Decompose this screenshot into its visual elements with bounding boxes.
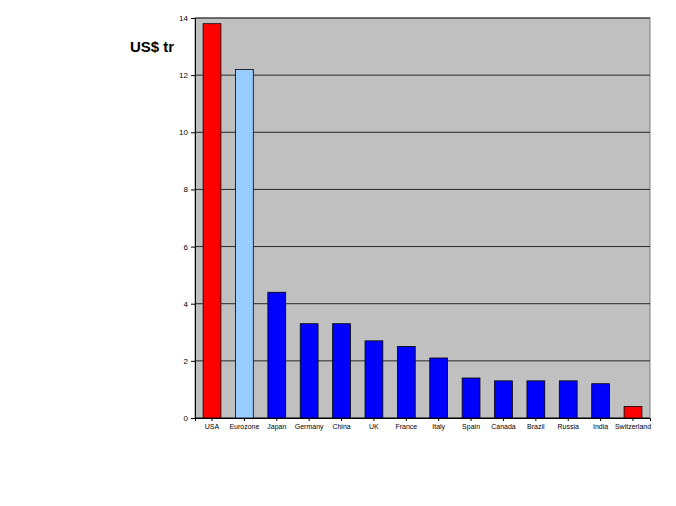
x-tick: Canada: [491, 418, 516, 430]
bar: [203, 24, 221, 418]
y-tick: 10: [179, 128, 195, 137]
bar: [527, 381, 545, 418]
y-tick: 6: [184, 243, 195, 252]
x-tick-mark: [632, 418, 633, 421]
grid-line: [195, 189, 650, 190]
y-axis: 0 2 4 6 8 10 12 14: [179, 14, 195, 423]
x-tick: Germany: [295, 418, 324, 431]
y-tick: 14: [179, 14, 195, 23]
bar: [268, 292, 286, 418]
y-tick: 2: [184, 357, 195, 366]
x-tick-mark: [212, 418, 213, 421]
y-tick-mark: [191, 132, 195, 133]
bar: [333, 324, 351, 418]
x-tick-label: Italy: [432, 423, 445, 431]
x-tick-mark: [309, 418, 310, 421]
x-tick-mark: [503, 418, 504, 421]
x-tick-mark: [535, 418, 536, 421]
x-tick-mark: [373, 418, 374, 421]
x-axis: USA Eurozone Japan Germany China UK France Ital…: [196, 418, 652, 431]
x-tick-label: Japan: [267, 423, 286, 431]
bar: [365, 341, 383, 418]
x-tick: UK: [369, 418, 379, 430]
y-tick-mark: [191, 304, 195, 305]
x-tick: China: [332, 418, 350, 430]
y-tick-label: 4: [184, 300, 189, 309]
x-tick-label: Switzerland: [615, 423, 651, 430]
y-tick-mark: [191, 418, 195, 419]
y-tick: 4: [184, 300, 195, 309]
grid-line: [195, 246, 650, 247]
y-tick: 0: [184, 414, 195, 423]
y-tick: 12: [179, 71, 195, 80]
x-tick: India: [593, 418, 608, 430]
y-tick-mark: [191, 189, 195, 190]
bar: [300, 324, 318, 418]
bar: [462, 378, 480, 418]
x-tick-label: Canada: [491, 423, 516, 430]
y-tick-label: 10: [179, 128, 188, 137]
x-tick: Eurozone: [229, 418, 259, 430]
y-tick: 8: [184, 185, 195, 194]
grid: [195, 18, 650, 418]
y-tick-label: 8: [184, 185, 189, 194]
x-tick-label: Germany: [295, 423, 324, 431]
grid-line: [195, 18, 650, 19]
grid-line: [195, 75, 650, 76]
bar: [430, 358, 448, 418]
y-tick-label: 0: [184, 414, 189, 423]
x-tick: France: [395, 418, 417, 430]
x-tick-mark: [276, 418, 277, 421]
x-tick: Switzerland: [615, 418, 651, 430]
x-tick: Spain: [462, 418, 480, 431]
x-tick-mark: [244, 418, 245, 421]
y-tick-label: 12: [179, 71, 188, 80]
bar: [559, 381, 577, 418]
x-tick-mark: [438, 418, 439, 421]
y-tick-label: 14: [179, 14, 188, 23]
grid-line: [195, 303, 650, 304]
grid-line: [195, 132, 650, 133]
bars: [203, 24, 642, 418]
x-tick: USA: [205, 418, 220, 430]
plot-background: [195, 18, 650, 418]
y-tick-mark: [191, 75, 195, 76]
x-tick-mark: [600, 418, 601, 421]
x-tick-mark: [471, 418, 472, 421]
x-tick-label: Russia: [558, 423, 580, 430]
x-tick-label: Brazil: [527, 423, 545, 430]
y-tick-mark: [191, 247, 195, 248]
x-tick: Brazil: [527, 418, 545, 430]
y-tick-label: 6: [184, 243, 189, 252]
bar: [235, 69, 253, 418]
x-tick-label: Spain: [462, 423, 480, 431]
y-axis-title: US$ tr: [130, 38, 174, 55]
x-tick-label: India: [593, 423, 608, 430]
x-tick-label: UK: [369, 423, 379, 430]
x-tick: Italy: [432, 418, 445, 431]
x-tick-label: Eurozone: [229, 423, 259, 430]
x-tick: Russia: [558, 418, 580, 430]
y-tick-label: 2: [184, 357, 189, 366]
x-axis-line: [196, 419, 651, 422]
y-axis-line: [191, 19, 196, 419]
chart: 02468101214USAEurozoneJapanGermanyChinaU…: [0, 0, 676, 506]
x-tick: Japan: [267, 418, 286, 431]
y-tick-mark: [191, 361, 195, 362]
bar: [495, 381, 513, 418]
x-tick-mark: [568, 418, 569, 421]
x-tick-label: China: [332, 423, 350, 430]
x-tick-mark: [341, 418, 342, 421]
bar: [397, 347, 415, 418]
grid-line: [195, 360, 650, 361]
x-tick-mark: [406, 418, 407, 421]
bar: [624, 407, 642, 418]
x-tick-label: USA: [205, 423, 220, 430]
y-tick-mark: [191, 18, 195, 19]
x-tick-label: France: [395, 423, 417, 430]
bar: [592, 384, 610, 418]
